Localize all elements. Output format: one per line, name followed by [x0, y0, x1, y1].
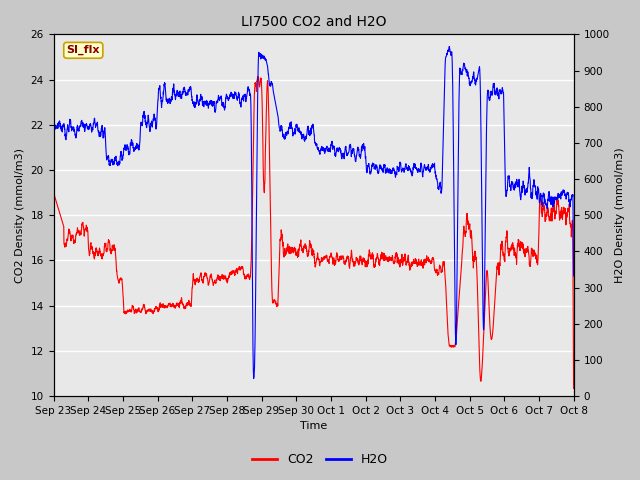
- Y-axis label: CO2 Density (mmol/m3): CO2 Density (mmol/m3): [15, 148, 25, 283]
- Text: SI_flx: SI_flx: [67, 45, 100, 56]
- Y-axis label: H2O Density (mmol/m3): H2O Density (mmol/m3): [615, 147, 625, 283]
- X-axis label: Time: Time: [300, 421, 327, 432]
- Legend: CO2, H2O: CO2, H2O: [247, 448, 393, 471]
- Title: LI7500 CO2 and H2O: LI7500 CO2 and H2O: [241, 15, 387, 29]
